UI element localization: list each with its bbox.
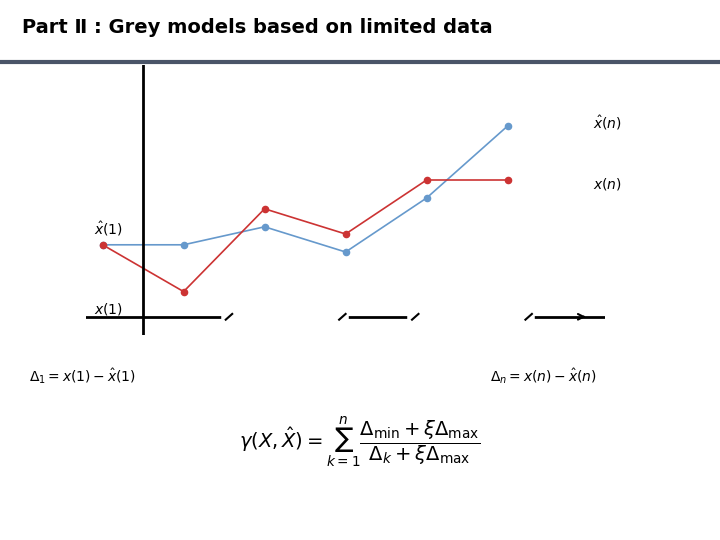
Text: $\hat{x}(1)$: $\hat{x}(1)$ [94, 219, 123, 238]
Text: $\Delta_1 = x(1) - \hat{x}(1)$: $\Delta_1 = x(1) - \hat{x}(1)$ [29, 366, 135, 386]
Point [502, 176, 513, 184]
Text: $\hat{x}(n)$: $\hat{x}(n)$ [593, 113, 621, 132]
Point [178, 287, 189, 296]
Text: $x(1)$: $x(1)$ [94, 301, 123, 316]
Point [502, 122, 513, 130]
Text: $\gamma(X,\hat{X}) = \sum_{k=1}^{n} \dfrac{\Delta_{\min} + \xi\Delta_{\max}}{\De: $\gamma(X,\hat{X}) = \sum_{k=1}^{n} \dfr… [239, 415, 481, 470]
Point [420, 176, 432, 184]
Point [178, 240, 189, 249]
Text: Grey incidence model: Grey incidence model [32, 112, 201, 126]
Text: Part Ⅱ : Grey models based on limited data: Part Ⅱ : Grey models based on limited da… [22, 18, 492, 37]
Text: $x(n)$: $x(n)$ [593, 176, 621, 192]
Point [259, 205, 271, 213]
Point [96, 240, 108, 249]
Point [96, 240, 108, 249]
Point [340, 248, 351, 256]
Text: $\Delta_n = x(n) - \hat{x}(n)$: $\Delta_n = x(n) - \hat{x}(n)$ [490, 366, 596, 386]
Text: 12: 12 [642, 498, 669, 517]
Point [259, 222, 271, 231]
Point [420, 194, 432, 202]
Point [340, 230, 351, 238]
